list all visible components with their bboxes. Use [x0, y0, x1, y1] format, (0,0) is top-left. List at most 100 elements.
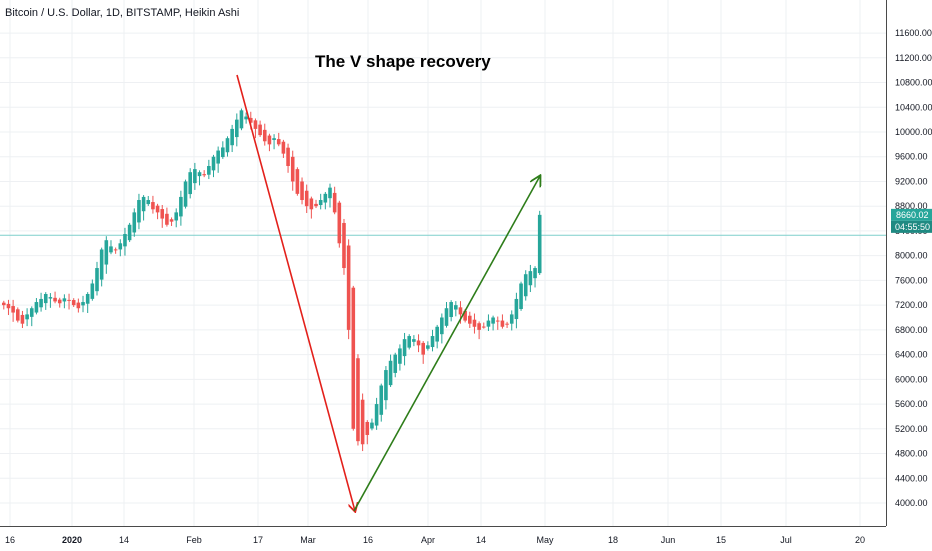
candle-body[interactable] — [537, 214, 542, 274]
candle-body[interactable] — [62, 298, 67, 302]
candle-body[interactable] — [197, 172, 202, 177]
candle-body[interactable] — [286, 147, 290, 167]
candle-body[interactable] — [495, 320, 500, 322]
candle-body[interactable] — [225, 138, 230, 153]
candle-body[interactable] — [360, 399, 365, 445]
candle-body[interactable] — [398, 348, 402, 364]
candle-body[interactable] — [388, 360, 393, 386]
candle-body[interactable] — [393, 354, 398, 373]
candle-body[interactable] — [179, 196, 183, 217]
candle-body[interactable] — [533, 268, 537, 279]
candle-body[interactable] — [95, 268, 99, 292]
candle-body[interactable] — [304, 190, 309, 207]
candle-body[interactable] — [53, 297, 57, 302]
candle-body[interactable] — [20, 314, 25, 324]
candle-body[interactable] — [318, 200, 323, 206]
candle-body[interactable] — [379, 385, 384, 415]
candle-body[interactable] — [356, 358, 360, 442]
candle-body[interactable] — [426, 345, 430, 349]
candle-body[interactable] — [337, 202, 342, 244]
candle-body[interactable] — [57, 299, 62, 304]
candle-body[interactable] — [67, 299, 71, 301]
candle-body[interactable] — [412, 339, 416, 342]
candle-body[interactable] — [248, 117, 253, 123]
candle-body[interactable] — [468, 315, 472, 324]
candle-body[interactable] — [523, 274, 528, 297]
candle-body[interactable] — [365, 421, 370, 435]
candle-body[interactable] — [253, 120, 258, 129]
candle-body[interactable] — [34, 302, 39, 313]
candle-body[interactable] — [351, 287, 356, 429]
candle-body[interactable] — [183, 181, 188, 207]
candle-body[interactable] — [123, 234, 127, 247]
candle-body[interactable] — [48, 297, 53, 299]
candle-body[interactable] — [407, 336, 412, 348]
candle-body[interactable] — [174, 212, 179, 221]
candle-body[interactable] — [216, 150, 220, 164]
candle-body[interactable] — [346, 245, 351, 330]
candle-body[interactable] — [193, 169, 197, 184]
candle-body[interactable] — [328, 187, 332, 199]
candle-body[interactable] — [43, 294, 48, 304]
price-axis[interactable] — [886, 0, 932, 526]
candle-body[interactable] — [374, 404, 379, 426]
candle-body[interactable] — [155, 205, 160, 213]
candle-body[interactable] — [314, 203, 318, 207]
candle-body[interactable] — [151, 202, 155, 210]
candle-body[interactable] — [332, 192, 337, 213]
candle-body[interactable] — [402, 339, 407, 357]
candle-body[interactable] — [127, 224, 132, 241]
candle-body[interactable] — [505, 323, 509, 325]
candle-body[interactable] — [477, 323, 481, 330]
candle-body[interactable] — [211, 156, 216, 171]
candle-body[interactable] — [85, 294, 90, 304]
candle-body[interactable] — [109, 246, 113, 253]
time-axis[interactable] — [0, 526, 886, 551]
downtrend-arrow[interactable] — [236, 74, 355, 511]
candle-body[interactable] — [165, 213, 169, 225]
candle-body[interactable] — [342, 222, 346, 269]
candle-body[interactable] — [207, 166, 211, 175]
candle-body[interactable] — [276, 139, 281, 145]
candle-body[interactable] — [169, 219, 174, 222]
candle-body[interactable] — [370, 422, 374, 429]
candle-body[interactable] — [435, 326, 439, 342]
candle-body[interactable] — [500, 320, 505, 327]
candle-body[interactable] — [146, 200, 151, 205]
candle-body[interactable] — [519, 283, 523, 309]
candle-body[interactable] — [230, 128, 234, 146]
candle-body[interactable] — [141, 196, 146, 212]
candle-body[interactable] — [290, 156, 295, 182]
candle-body[interactable] — [300, 181, 304, 201]
candle-body[interactable] — [509, 314, 514, 324]
candle-body[interactable] — [81, 302, 85, 306]
candle-body[interactable] — [481, 326, 486, 328]
candle-body[interactable] — [528, 271, 533, 286]
candle-body[interactable] — [295, 169, 300, 194]
candle-body[interactable] — [309, 198, 314, 210]
candle-body[interactable] — [104, 240, 109, 265]
candle-body[interactable] — [29, 308, 34, 317]
candle-body[interactable] — [25, 314, 29, 320]
candle-body[interactable] — [463, 310, 467, 321]
candle-body[interactable] — [267, 135, 272, 145]
candle-body[interactable] — [137, 200, 141, 223]
candle-body[interactable] — [458, 307, 463, 315]
candle-body[interactable] — [11, 306, 15, 313]
candle-body[interactable] — [449, 302, 453, 318]
candle-body[interactable] — [416, 340, 421, 346]
candle-body[interactable] — [486, 320, 491, 327]
candle-body[interactable] — [272, 138, 276, 140]
candle-body[interactable] — [160, 209, 165, 219]
candle-body[interactable] — [384, 370, 388, 401]
candle-body[interactable] — [6, 303, 11, 309]
candle-body[interactable] — [440, 317, 444, 335]
recovery-arrow[interactable] — [353, 176, 540, 512]
candle-body[interactable] — [430, 336, 435, 348]
candle-body[interactable] — [113, 249, 118, 251]
candle-body[interactable] — [188, 172, 192, 195]
candle-body[interactable] — [239, 110, 244, 129]
candle-body[interactable] — [202, 174, 206, 176]
